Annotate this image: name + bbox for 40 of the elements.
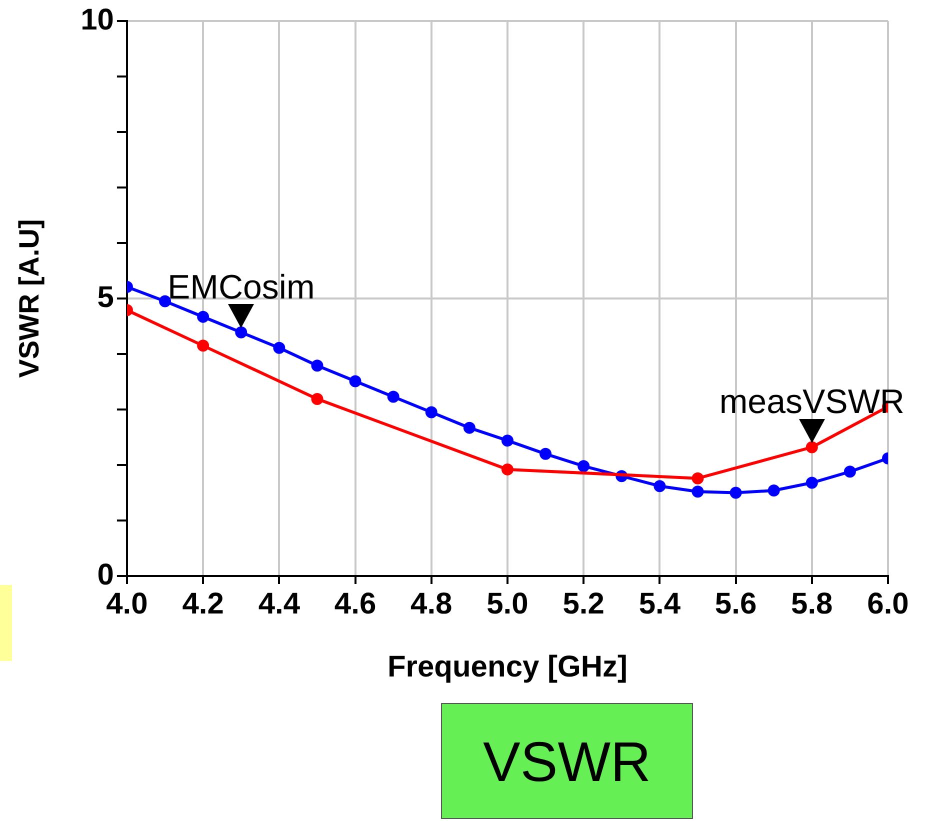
point xyxy=(425,406,438,418)
point xyxy=(768,484,780,497)
x-tick-label: 4.8 xyxy=(410,587,452,620)
point xyxy=(806,476,818,489)
text: VSWR xyxy=(441,703,693,819)
x-tick-label: 5.8 xyxy=(791,587,833,620)
point xyxy=(844,466,856,478)
point xyxy=(349,375,362,388)
x-tick-label: 4.6 xyxy=(334,587,376,620)
annotation: measVSWR xyxy=(719,383,904,422)
x-tick-label: 5.6 xyxy=(714,587,757,620)
x-tick-label: 4.4 xyxy=(258,587,300,620)
point xyxy=(197,340,210,352)
point xyxy=(806,441,818,454)
point xyxy=(730,486,742,499)
point xyxy=(159,295,172,308)
point xyxy=(692,472,704,484)
point xyxy=(540,448,552,460)
point xyxy=(501,463,514,476)
point xyxy=(463,422,476,434)
point xyxy=(692,486,704,498)
y-tick-label: 5 xyxy=(97,280,114,314)
x-tick-label: 4.2 xyxy=(182,587,224,620)
x-tick-label: 5.0 xyxy=(486,587,528,620)
x-tick-label: 6.0 xyxy=(867,587,909,620)
x-tick-label: 5.2 xyxy=(562,587,604,620)
point xyxy=(654,480,666,492)
y-tick-label: 10 xyxy=(80,3,114,36)
x-axis-title: Frequency [GHz] xyxy=(387,650,628,684)
x-tick-label: 5.4 xyxy=(638,587,681,620)
point xyxy=(311,360,324,372)
point xyxy=(235,326,248,338)
point xyxy=(578,460,590,472)
point xyxy=(273,342,286,354)
point xyxy=(311,392,324,405)
y-axis-title: VSWR [A.U] xyxy=(14,219,45,378)
point xyxy=(387,390,400,403)
point xyxy=(501,434,514,447)
point xyxy=(197,310,210,323)
annotation: EMCosim xyxy=(167,268,315,306)
